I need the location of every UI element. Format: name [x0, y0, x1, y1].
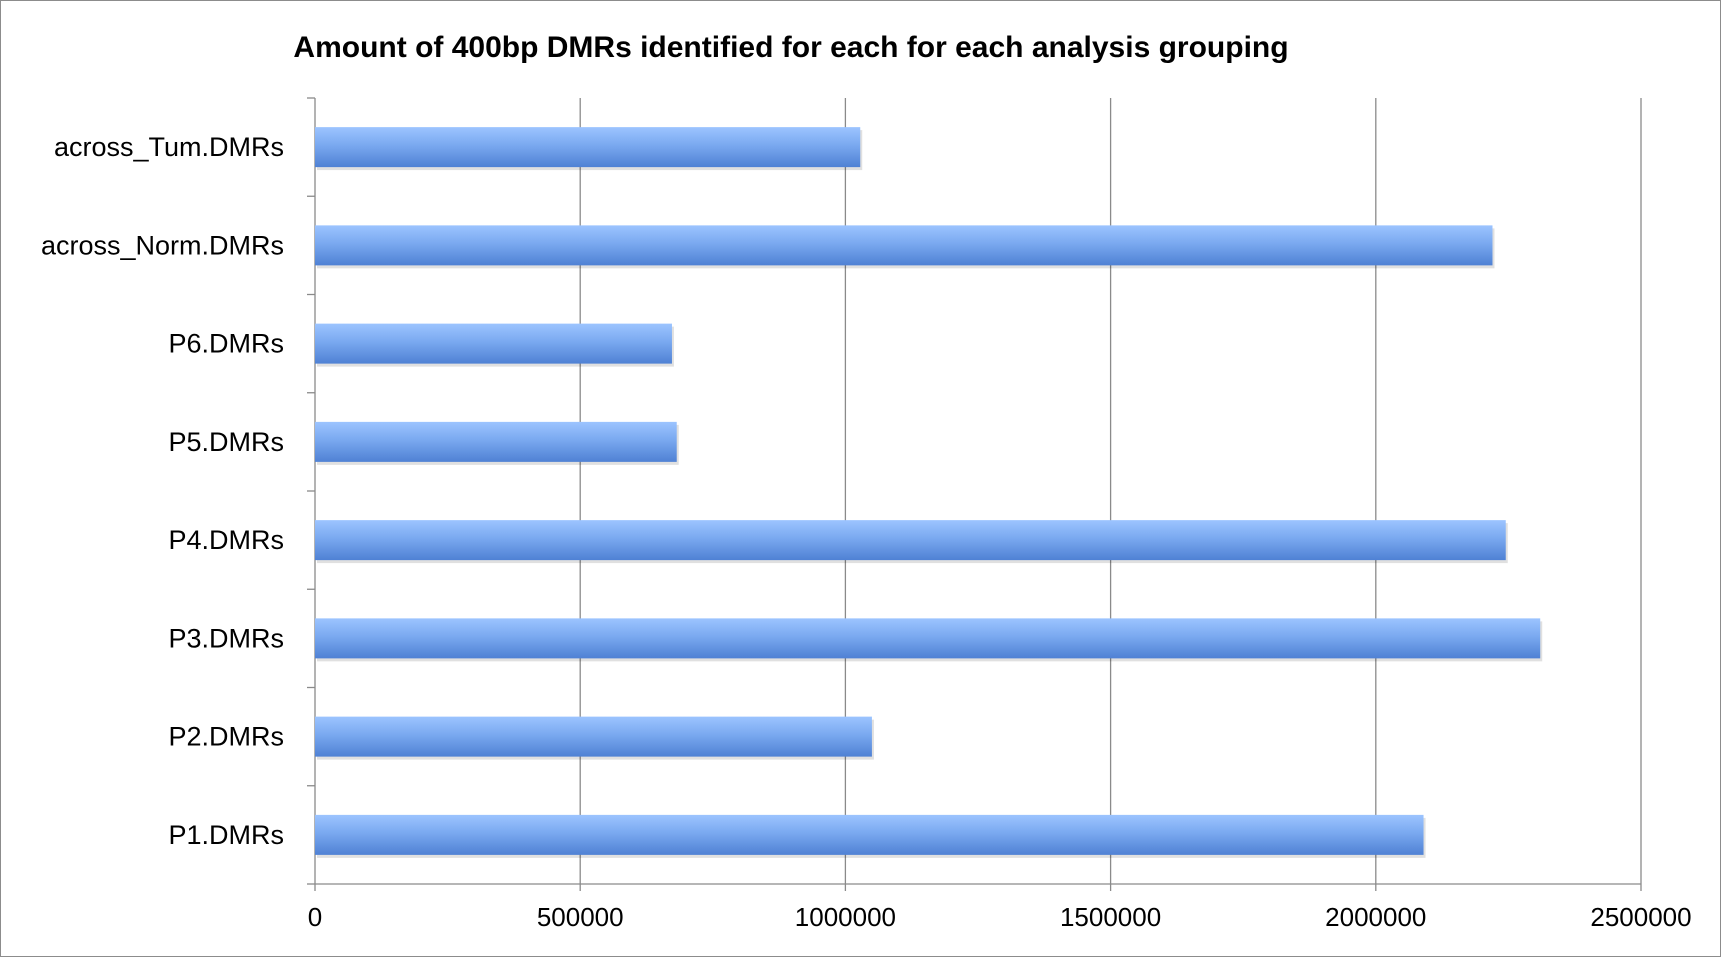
x-tick-label: 500000 [537, 902, 624, 932]
bar-p3-dmrs [315, 618, 1541, 659]
x-tick-label: 1500000 [1060, 902, 1161, 932]
category-label: across_Norm.DMRs [41, 230, 284, 260]
bar-p1-dmrs [315, 814, 1424, 855]
category-label: P4.DMRs [168, 525, 284, 555]
bar-across-tum-dmrs [315, 127, 861, 168]
category-label: P2.DMRs [168, 722, 284, 752]
x-tick-labels: 0 500000 1000000 1500000 2000000 2500000 [308, 902, 1692, 932]
x-tick-label: 0 [308, 902, 322, 932]
bars [315, 127, 1543, 858]
category-label: P3.DMRs [168, 623, 284, 653]
gridlines [579, 98, 1642, 884]
category-label: P6.DMRs [168, 329, 284, 359]
category-labels: P1.DMRs P2.DMRs P3.DMRs P4.DMRs P5.DMRs P6.DM… [41, 132, 284, 850]
x-tick-label: 1000000 [795, 902, 896, 932]
x-tick-label: 2500000 [1590, 902, 1691, 932]
bar-p6-dmrs [315, 323, 672, 364]
category-label: across_Tum.DMRs [54, 132, 284, 162]
bar-across-norm-dmrs [315, 225, 1493, 266]
axes [307, 97, 1642, 891]
chart-title: Amount of 400bp DMRs identified for each… [293, 31, 1288, 64]
category-label: P1.DMRs [168, 820, 284, 850]
x-tick-label: 2000000 [1325, 902, 1426, 932]
bar-p4-dmrs [315, 520, 1506, 561]
bar-p2-dmrs [315, 716, 872, 757]
category-label: P5.DMRs [168, 427, 284, 457]
bar-p5-dmrs [315, 421, 677, 462]
